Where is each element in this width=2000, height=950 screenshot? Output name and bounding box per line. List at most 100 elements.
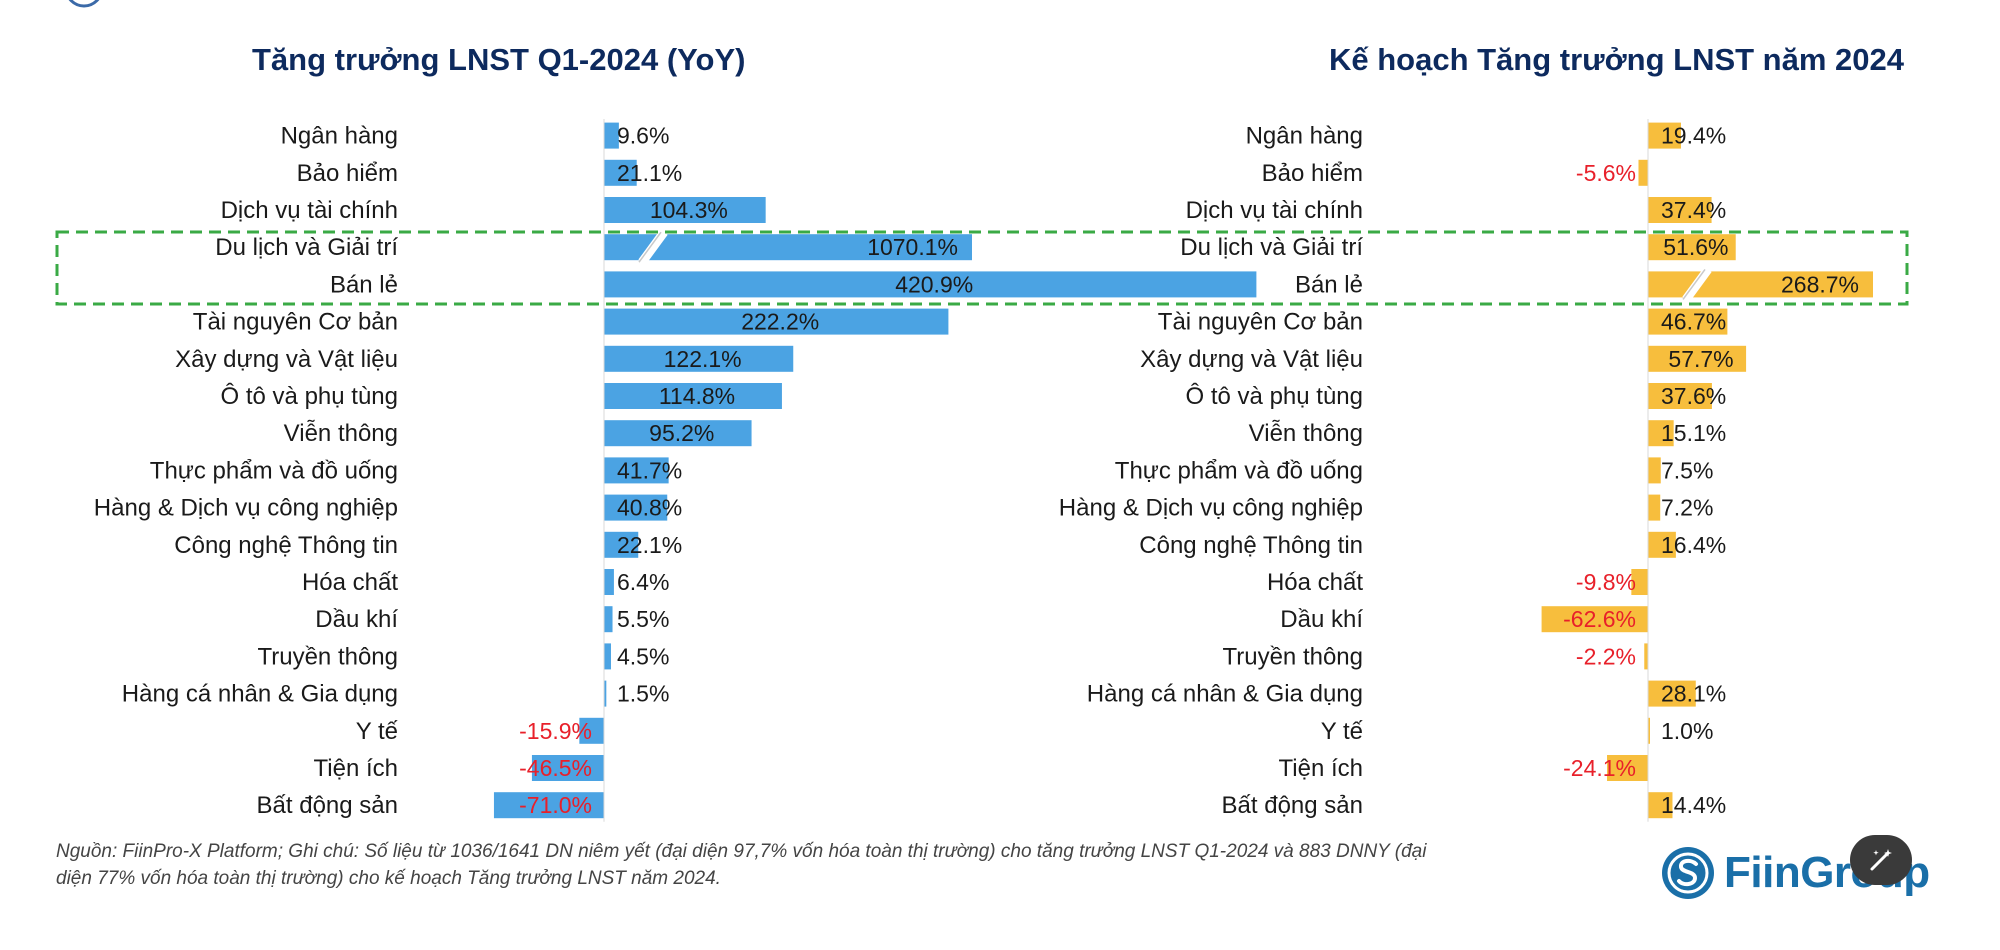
right-value-label: 1.0% [1661,718,1713,744]
left-bar [604,197,766,223]
right-value-label: 37.4% [1661,197,1726,223]
right-value-label: 15.1% [1661,420,1726,446]
left-value-label: 22.1% [617,532,682,558]
right-bar [1638,159,1648,186]
left-value-label: 41.7% [617,457,682,483]
highlight-box [55,230,1909,306]
left-bar [493,792,604,819]
right-category-label: Bất động sản [1222,792,1363,819]
left-value-label: 114.8% [659,383,735,409]
left-value-label: -46.5% [519,755,592,781]
left-value-label: 4.5% [617,643,669,669]
left-category-label: Bất động sản [257,792,398,819]
left-category-label: Tài nguyên Cơ bản [193,309,398,336]
left-bar [604,234,972,261]
right-category-label: Y tế [1321,718,1364,745]
left-category-label: Thực phẩm và đồ uống [150,457,398,484]
left-category-label: Hàng cá nhân & Gia dụng [122,681,398,708]
left-bar [604,606,613,633]
left-category-label: Bảo hiểm [297,160,398,187]
left-category-label: Hàng & Dịch vụ công nghiệp [94,495,398,522]
right-bar [1648,792,1673,819]
left-value-label: 6.4% [617,569,669,595]
right-category-label: Công nghệ Thông tin [1139,532,1363,559]
left-category-label: Bán lẻ [330,271,398,298]
right-category-label: Ô tô và phụ tùng [1186,382,1363,410]
right-value-label: -24.1% [1563,755,1636,781]
right-bar-chart: Ngân hàng 19.4% Bảo hiểm -5.6% Dịch vụ tài c… [1059,119,1873,822]
right-category-label: Ngân hàng [1246,123,1363,150]
right-value-label: -2.2% [1576,643,1636,669]
right-value-label: 268.7% [1781,271,1859,297]
left-category-label: Xây dựng và Vật liệu [175,346,398,373]
right-bar [1648,308,1728,335]
right-category-label: Bán lẻ [1295,271,1363,298]
right-axis-break-line [1682,268,1706,300]
right-value-label: 19.4% [1661,123,1726,149]
left-axis-break-mark [638,229,668,265]
right-category-label: Xây dựng và Vật liệu [1140,346,1363,373]
right-bar [1631,569,1648,595]
left-category-label: Hóa chất [302,569,398,596]
right-category-label: Tài nguyên Cơ bản [1158,309,1363,336]
right-category-label: Truyền thông [1222,643,1363,670]
left-value-label: 5.5% [617,606,669,632]
left-category-label: Y tế [356,718,399,745]
right-category-label: Thực phẩm và đồ uống [1115,457,1363,484]
left-bar [604,420,752,447]
footnote: Nguồn: FiinPro-X Platform; Ghi chú: Số l… [56,841,1427,889]
fiingroup-logo-icon [1662,847,1714,899]
left-value-label: 40.8% [617,495,682,521]
right-bar [1648,420,1674,447]
right-category-label: Tiện ích [1279,755,1363,782]
right-bar [1607,755,1648,781]
left-bar [604,271,1257,298]
left-bar [604,308,949,335]
left-value-label: 95.2% [649,420,714,446]
right-value-label: 57.7% [1668,346,1733,372]
right-value-label: 7.2% [1661,495,1713,521]
magic-edit-icon [1870,849,1892,871]
left-bar [604,345,794,372]
magic-edit-button[interactable] [1850,835,1912,885]
right-bar [1648,197,1712,223]
right-category-label: Hóa chất [1267,569,1363,596]
right-category-label: Hàng cá nhân & Gia dụng [1087,681,1363,708]
left-category-label: Viễn thông [284,420,398,447]
right-category-label: Viễn thông [1249,420,1363,447]
corner-logo-icon [62,0,106,13]
left-bar [604,122,619,149]
left-value-label: 104.3% [650,197,728,223]
left-category-label: Tiện ích [314,755,398,782]
right-bar [1648,680,1696,707]
right-value-label: -62.6% [1563,606,1636,632]
right-bar [1648,383,1712,409]
left-chart-title: Tăng trưởng LNST Q1-2024 (YoY) [252,42,746,77]
right-value-label: 14.4% [1661,792,1726,818]
left-bar [579,717,604,744]
left-category-label: Du lịch và Giải trí [215,234,398,261]
right-bar [1648,717,1650,744]
left-bar [604,383,782,409]
left-value-label: 122.1% [664,346,742,372]
right-bar [1648,531,1676,558]
right-value-label: -9.8% [1576,569,1636,595]
right-bar [1648,122,1681,149]
left-value-label: 1070.1% [867,234,958,260]
right-bar [1648,234,1736,261]
right-category-label: Dầu khí [1280,606,1363,633]
left-bar [531,755,604,781]
right-value-label: 16.4% [1661,532,1726,558]
right-value-label: 28.1% [1661,681,1726,707]
left-axis-break-line [638,231,662,263]
left-category-label: Truyền thông [257,643,398,670]
left-bar [604,159,637,186]
right-bar [1644,643,1648,670]
left-bar [604,643,611,670]
left-bar [604,494,668,521]
left-value-label: 222.2% [741,309,819,335]
right-axis-break-mark [1682,266,1712,303]
right-value-label: 51.6% [1663,234,1728,260]
left-value-label: -71.0% [519,792,592,818]
right-bar [1648,494,1661,521]
